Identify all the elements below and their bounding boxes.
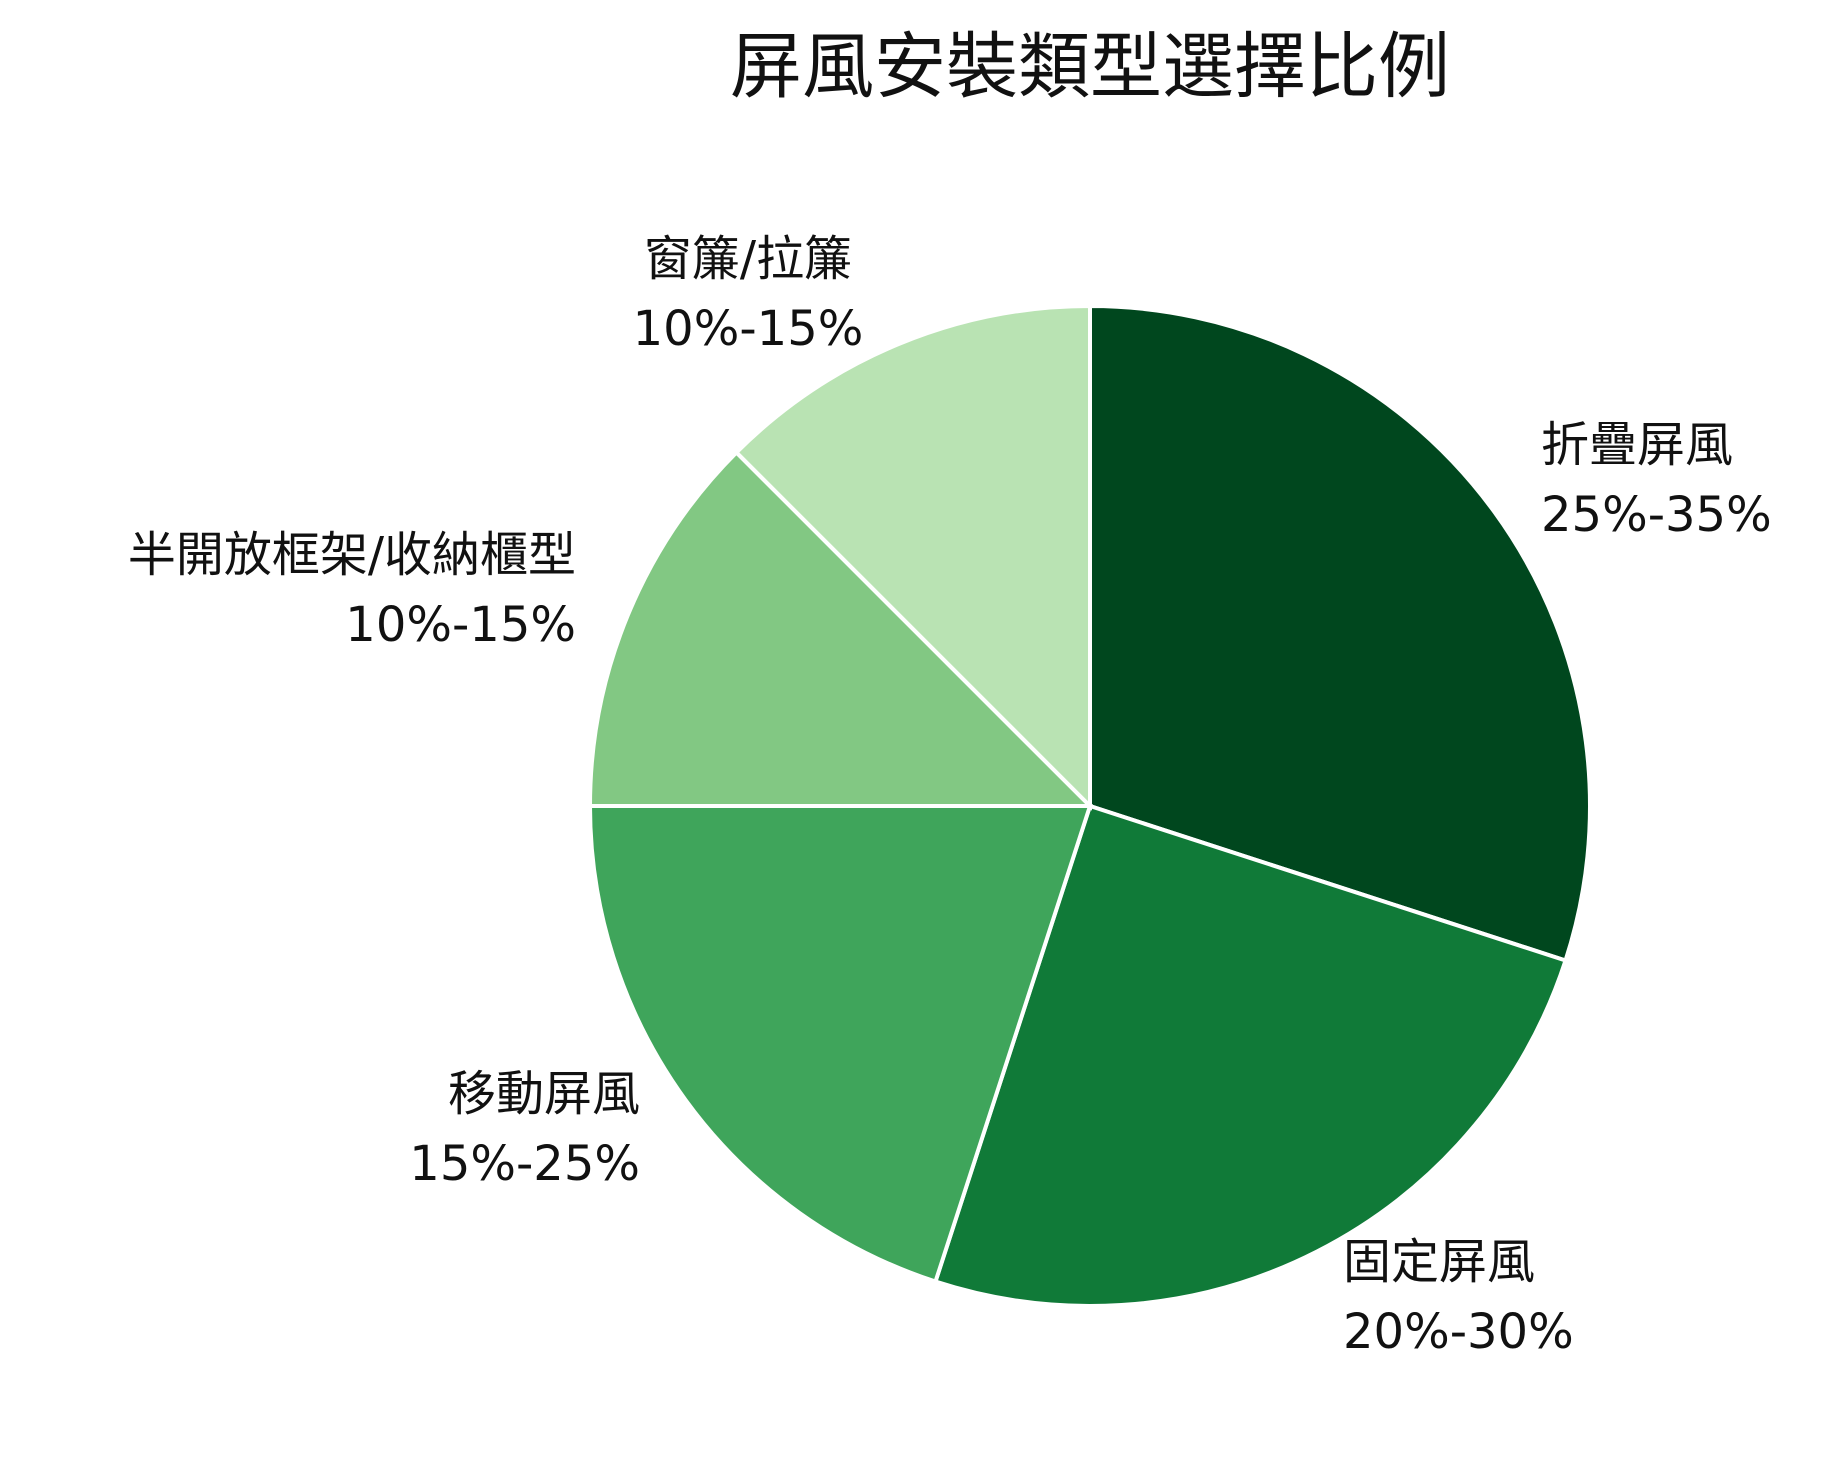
chart-title: 屏風安裝類型選擇比例 [730, 25, 1450, 109]
pie-slice [587, 804, 1093, 1285]
slice-label: 固定屏風 [1343, 1234, 1535, 1290]
pie-slice [1088, 303, 1592, 964]
slice-value-label: 10%-15% [345, 597, 576, 653]
pie-slice [733, 303, 1092, 811]
slice-label: 窗簾/拉簾 [644, 231, 852, 287]
slice-value-label: 20%-30% [1343, 1304, 1574, 1360]
slice-label: 半開放框架/收納櫃型 [128, 527, 576, 583]
slice-value-label: 15%-25% [409, 1136, 640, 1192]
pie-slice [932, 803, 1569, 1308]
slice-label: 折疊屏風 [1541, 417, 1733, 473]
slice-value-label: 10%-15% [633, 301, 864, 357]
slice-label: 移動屏風 [448, 1066, 640, 1122]
slice-value-label: 25%-35% [1541, 487, 1772, 543]
pie-slice [587, 449, 1095, 808]
